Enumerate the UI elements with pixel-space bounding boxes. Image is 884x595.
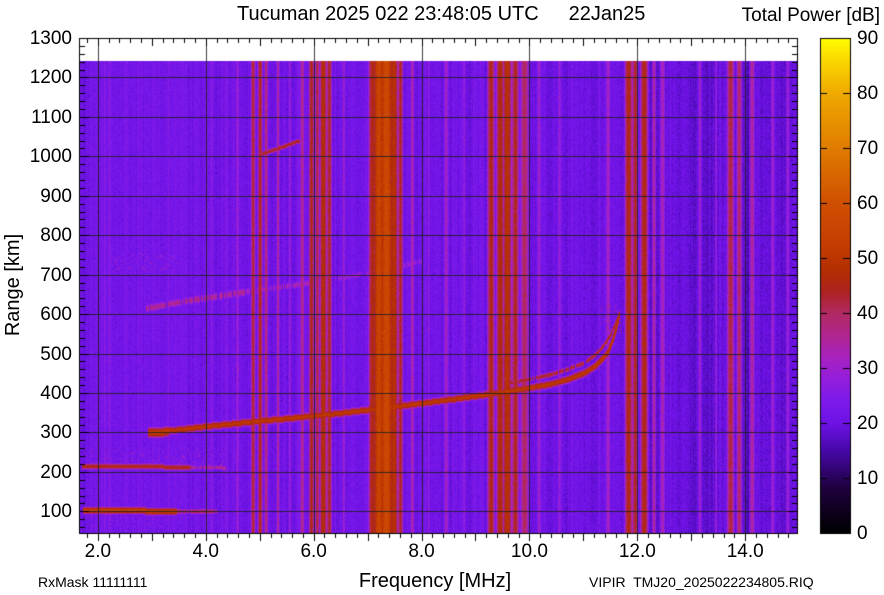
plot-date: 22Jan25 <box>568 3 646 25</box>
y-tick-label: 900 <box>40 185 72 207</box>
colorbar-tick-label: 10 <box>857 468 879 489</box>
y-tick-label: 600 <box>40 304 72 326</box>
x-tick-label: 10.0 <box>510 541 548 562</box>
colorbar-tick-label: 60 <box>857 193 879 214</box>
y-tick-label: 500 <box>40 343 72 365</box>
y-tick-label: 100 <box>40 501 72 523</box>
y-tick-label: 1300 <box>29 28 72 49</box>
data-file-label: VIPIR TMJ20_2025022234805.RIQ <box>589 574 814 590</box>
plot-title: Tucuman 2025 022 23:48:05 UTC <box>237 3 539 25</box>
x-tick-label: 4.0 <box>192 541 219 562</box>
colorbar-tick-label: 70 <box>857 138 879 159</box>
rx-mask-label: RxMask 11111111 <box>38 574 148 590</box>
colorbar-tick-label: 0 <box>857 523 868 544</box>
plot-title-row: Tucuman 2025 022 23:48:05 UTC 22Jan25 <box>237 3 645 26</box>
colorbar-tick-label: 80 <box>857 83 879 104</box>
y-tick-label: 1100 <box>31 106 72 128</box>
x-tick-label: 14.0 <box>726 541 764 562</box>
y-tick-label: 200 <box>40 461 72 483</box>
x-axis-title-text: Frequency [MHz] <box>358 570 512 592</box>
colorbar-tick-label: 40 <box>857 303 879 324</box>
x-tick-label: 8.0 <box>408 541 435 562</box>
colorbar-tick-label: 90 <box>857 28 879 49</box>
y-tick-label: 400 <box>40 382 72 404</box>
x-tick-label: 6.0 <box>300 541 327 562</box>
colorbar-title: Total Power [dB] <box>741 5 880 26</box>
x-axis-title: Frequency [MHz] <box>0 570 884 593</box>
y-tick-label: 1200 <box>29 67 72 89</box>
y-tick-label: 800 <box>40 225 72 247</box>
y-tick-label: 1000 <box>29 146 72 168</box>
colorbar-tick-label: 50 <box>857 248 879 269</box>
y-tick-label: 700 <box>40 264 72 286</box>
x-tick-label: 12.0 <box>618 541 656 562</box>
y-tick-label: 300 <box>40 422 72 444</box>
x-tick-label: 2.0 <box>84 541 112 562</box>
colorbar-tick-label: 20 <box>857 413 879 434</box>
colorbar-tick-label: 30 <box>857 358 879 379</box>
